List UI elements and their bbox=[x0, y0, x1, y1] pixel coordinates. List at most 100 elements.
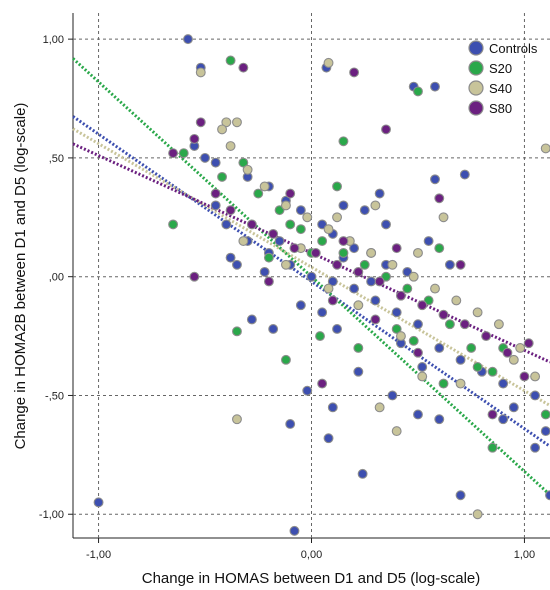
data-point-s20 bbox=[168, 219, 179, 230]
data-point-s80 bbox=[189, 271, 200, 282]
data-point-s80 bbox=[353, 266, 364, 277]
data-point-controls bbox=[349, 243, 360, 254]
data-point-s80 bbox=[413, 347, 423, 358]
data-point-controls bbox=[417, 362, 428, 372]
data-point-s40 bbox=[332, 212, 343, 223]
data-point-controls bbox=[530, 442, 541, 453]
data-point-s80 bbox=[238, 62, 249, 73]
data-point-s20 bbox=[285, 219, 296, 230]
data-point-controls bbox=[508, 402, 519, 413]
data-point-controls bbox=[295, 205, 306, 216]
data-point-s20 bbox=[487, 442, 498, 453]
data-point-s40 bbox=[451, 295, 462, 306]
data-point-controls bbox=[259, 266, 270, 277]
data-point-controls bbox=[268, 324, 279, 334]
data-point-controls bbox=[444, 259, 455, 270]
data-point-s40 bbox=[280, 259, 291, 270]
data-point-controls bbox=[545, 490, 550, 501]
data-point-controls bbox=[374, 188, 385, 199]
data-point-s80 bbox=[502, 347, 513, 358]
data-point-s80 bbox=[434, 193, 445, 204]
data-point-s80 bbox=[189, 133, 200, 144]
y-tick-label: -,50 bbox=[45, 390, 64, 402]
data-point-controls bbox=[413, 319, 423, 330]
data-point-s40 bbox=[217, 124, 228, 135]
y-tick-label: ,00 bbox=[49, 272, 64, 284]
data-point-s80 bbox=[332, 259, 343, 270]
data-point-s80 bbox=[481, 331, 492, 342]
data-point-s80 bbox=[374, 276, 385, 287]
data-point-controls bbox=[430, 174, 440, 185]
data-point-s40 bbox=[413, 247, 423, 258]
data-point-controls bbox=[306, 271, 317, 282]
data-point-controls bbox=[387, 390, 398, 401]
data-point-s40 bbox=[408, 271, 419, 282]
data-point-s80 bbox=[438, 309, 449, 320]
data-point-controls bbox=[221, 219, 232, 230]
data-point-controls bbox=[434, 343, 445, 353]
data-point-s40 bbox=[225, 141, 236, 151]
data-point-s20 bbox=[466, 343, 477, 353]
data-point-s80 bbox=[310, 247, 321, 258]
data-point-s20 bbox=[338, 136, 349, 147]
data-point-controls bbox=[391, 307, 402, 318]
data-point-s20 bbox=[434, 243, 445, 254]
data-point-controls bbox=[370, 295, 381, 306]
data-point-s40 bbox=[221, 117, 232, 128]
legend-marker-controls bbox=[468, 40, 484, 56]
data-point-s80 bbox=[246, 219, 257, 230]
data-point-s80 bbox=[195, 117, 206, 128]
data-point-s40 bbox=[417, 371, 428, 382]
data-point-controls bbox=[323, 433, 334, 444]
y-tick-labels: 1,00 ,50 ,00 -,50 -1,00 bbox=[39, 34, 64, 521]
legend-marker-s40 bbox=[468, 80, 484, 96]
data-point-s20 bbox=[540, 409, 550, 420]
data-point-s40 bbox=[430, 283, 440, 294]
data-point-s20 bbox=[487, 366, 498, 377]
data-point-s20 bbox=[280, 354, 291, 365]
x-tick-label: 0,00 bbox=[301, 549, 322, 561]
data-point-s20 bbox=[472, 362, 483, 372]
data-point-controls bbox=[357, 468, 368, 479]
data-point-s80 bbox=[168, 148, 179, 159]
data-point-s40 bbox=[493, 319, 504, 330]
x-tick-labels: -1,00 0,00 1,00 bbox=[86, 549, 535, 561]
data-point-controls bbox=[338, 200, 349, 211]
data-point-controls bbox=[353, 366, 364, 377]
x-axis-title: Change in HOMAS between D1 and D5 (log-s… bbox=[142, 570, 481, 587]
data-point-s40 bbox=[280, 200, 291, 211]
data-point-s20 bbox=[232, 326, 242, 337]
data-point-s20 bbox=[332, 181, 343, 192]
data-point-s80 bbox=[519, 371, 530, 382]
data-point-s80 bbox=[417, 300, 428, 311]
data-point-controls bbox=[459, 169, 470, 180]
data-point-s40 bbox=[238, 236, 249, 247]
data-point-s80 bbox=[210, 188, 221, 199]
data-point-controls bbox=[327, 402, 338, 413]
data-point-s20 bbox=[238, 157, 249, 168]
data-point-s20 bbox=[438, 378, 449, 389]
data-point-s40 bbox=[323, 57, 334, 68]
data-point-s80 bbox=[487, 409, 498, 420]
data-point-controls bbox=[498, 414, 509, 425]
data-point-s80 bbox=[381, 124, 391, 135]
legend-label-s40: S40 bbox=[489, 81, 512, 96]
data-point-s40 bbox=[323, 224, 334, 235]
data-points bbox=[93, 34, 550, 536]
data-point-controls bbox=[183, 34, 193, 45]
data-point-s80 bbox=[225, 205, 236, 216]
legend-label-controls: Controls bbox=[489, 41, 538, 56]
data-point-s80 bbox=[455, 259, 466, 270]
data-point-s20 bbox=[359, 259, 370, 270]
data-point-s80 bbox=[523, 338, 534, 349]
data-point-s40 bbox=[387, 259, 398, 270]
data-point-s20 bbox=[317, 236, 328, 247]
data-point-s40 bbox=[259, 181, 270, 192]
y-tick-label: 1,00 bbox=[43, 34, 64, 46]
data-point-s40 bbox=[472, 509, 483, 520]
data-point-s80 bbox=[338, 236, 349, 247]
data-point-controls bbox=[366, 276, 377, 287]
y-tick-label: -1,00 bbox=[39, 509, 64, 521]
data-point-s80 bbox=[391, 243, 402, 254]
data-point-s40 bbox=[391, 426, 402, 437]
